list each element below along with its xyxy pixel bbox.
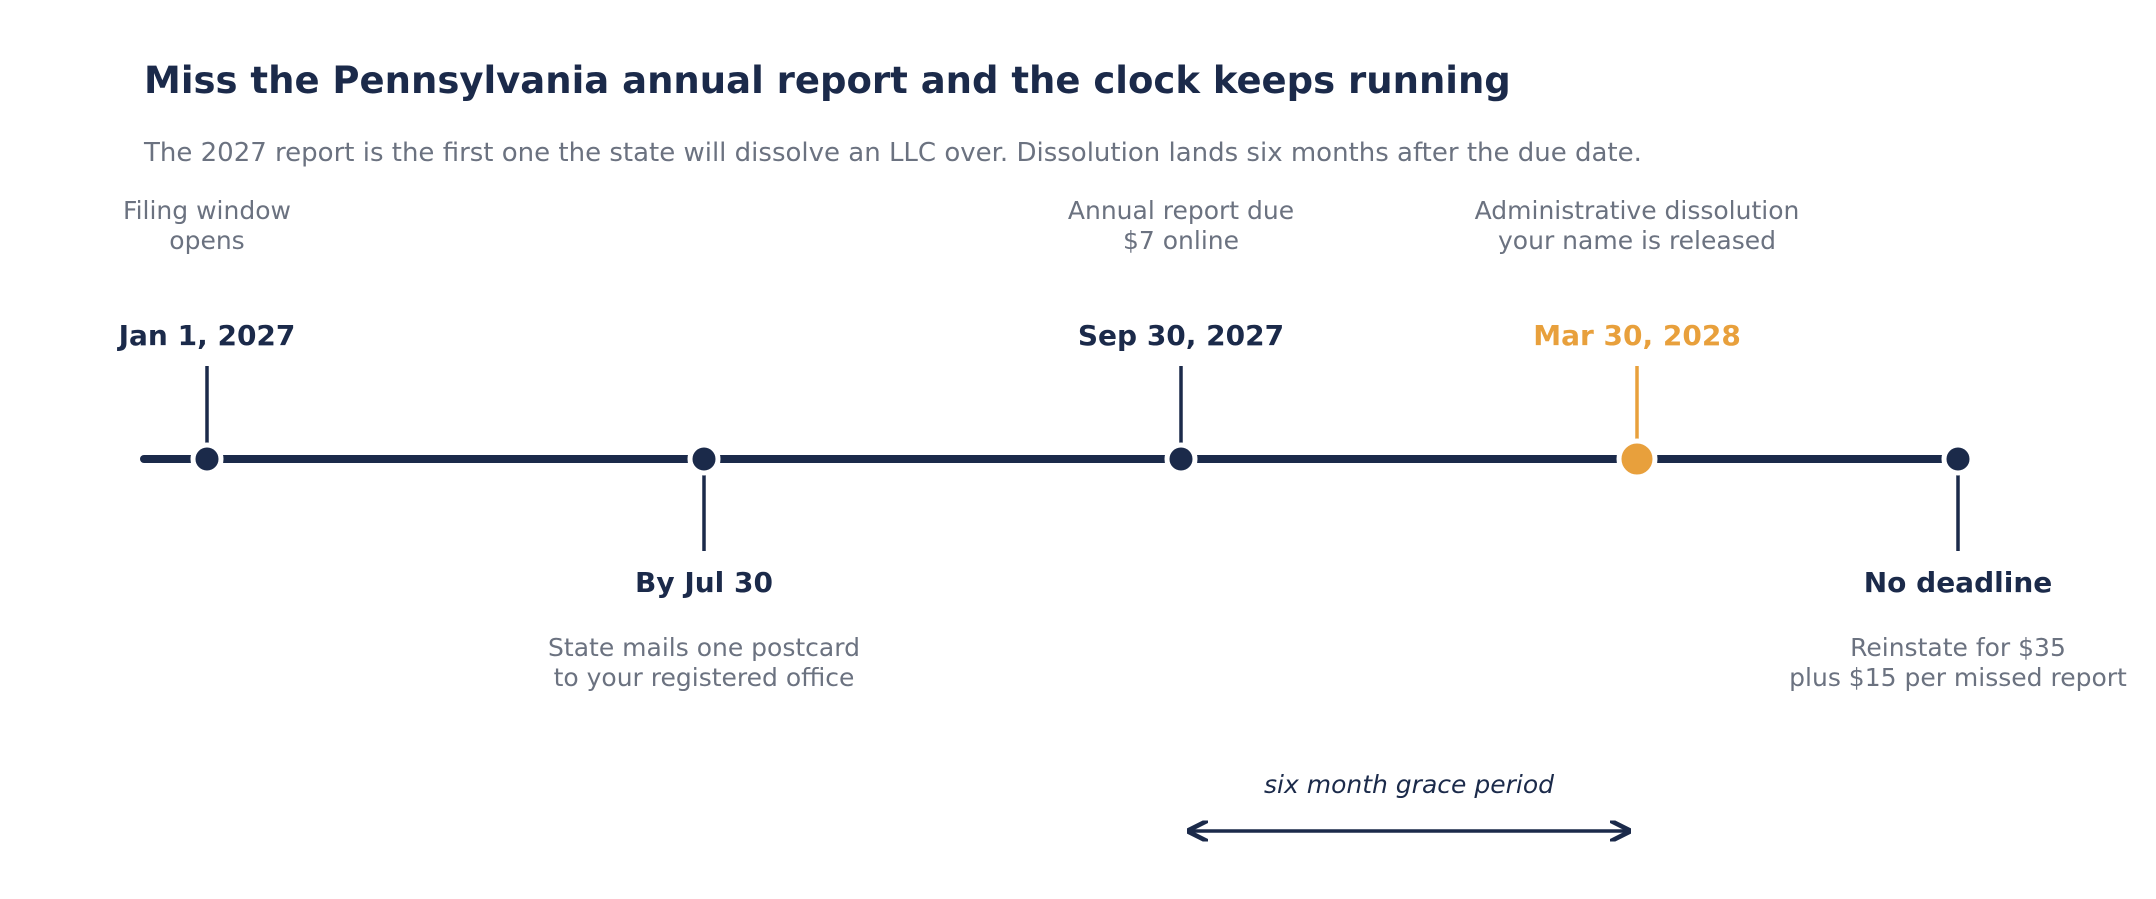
milestone-date: No deadline	[1864, 566, 2053, 599]
milestone-filing-window-opens: Filing window opens Jan 1, 2027	[117, 196, 296, 476]
milestone-date: Sep 30, 2027	[1078, 319, 1284, 352]
milestone-marker	[1164, 442, 1198, 476]
milestone-description-line-1: Filing window	[123, 196, 291, 225]
grace-period-annotation: six month grace period	[1189, 770, 1629, 831]
milestone-date: Mar 30, 2028	[1533, 319, 1741, 352]
milestone-description-line-1: Administrative dissolution	[1475, 196, 1800, 225]
page-title: Miss the Pennsylvania annual report and …	[144, 59, 1511, 102]
page-subtitle: The 2027 report is the first one the sta…	[143, 138, 1642, 168]
milestone-postcard-mailed: By Jul 30 State mails one postcard to yo…	[548, 442, 860, 692]
milestone-date: Jan 1, 2027	[117, 319, 296, 352]
milestone-description-line-2: opens	[169, 226, 244, 255]
milestone-description-line-2: $7 online	[1123, 226, 1239, 255]
milestone-marker	[190, 442, 224, 476]
milestone-administrative-dissolution: Administrative dissolution your name is …	[1475, 196, 1800, 480]
milestone-date: By Jul 30	[635, 566, 773, 599]
milestone-annual-report-due: Annual report due $7 online Sep 30, 2027	[1068, 196, 1294, 476]
milestone-marker	[1616, 438, 1658, 480]
milestone-description-line-2: to your registered office	[554, 663, 855, 692]
grace-period-label: six month grace period	[1264, 770, 1554, 799]
milestone-description-line-2: plus $15 per missed report	[1789, 663, 2127, 692]
milestone-description-line-1: Annual report due	[1068, 196, 1294, 225]
milestone-reinstatement: No deadline Reinstate for $35 plus $15 p…	[1789, 442, 2127, 692]
milestone-description-line-2: your name is released	[1498, 226, 1776, 255]
milestone-marker	[687, 442, 721, 476]
milestone-description-line-1: State mails one postcard	[548, 633, 860, 662]
milestone-marker	[1941, 442, 1975, 476]
milestone-description-line-1: Reinstate for $35	[1850, 633, 2066, 662]
